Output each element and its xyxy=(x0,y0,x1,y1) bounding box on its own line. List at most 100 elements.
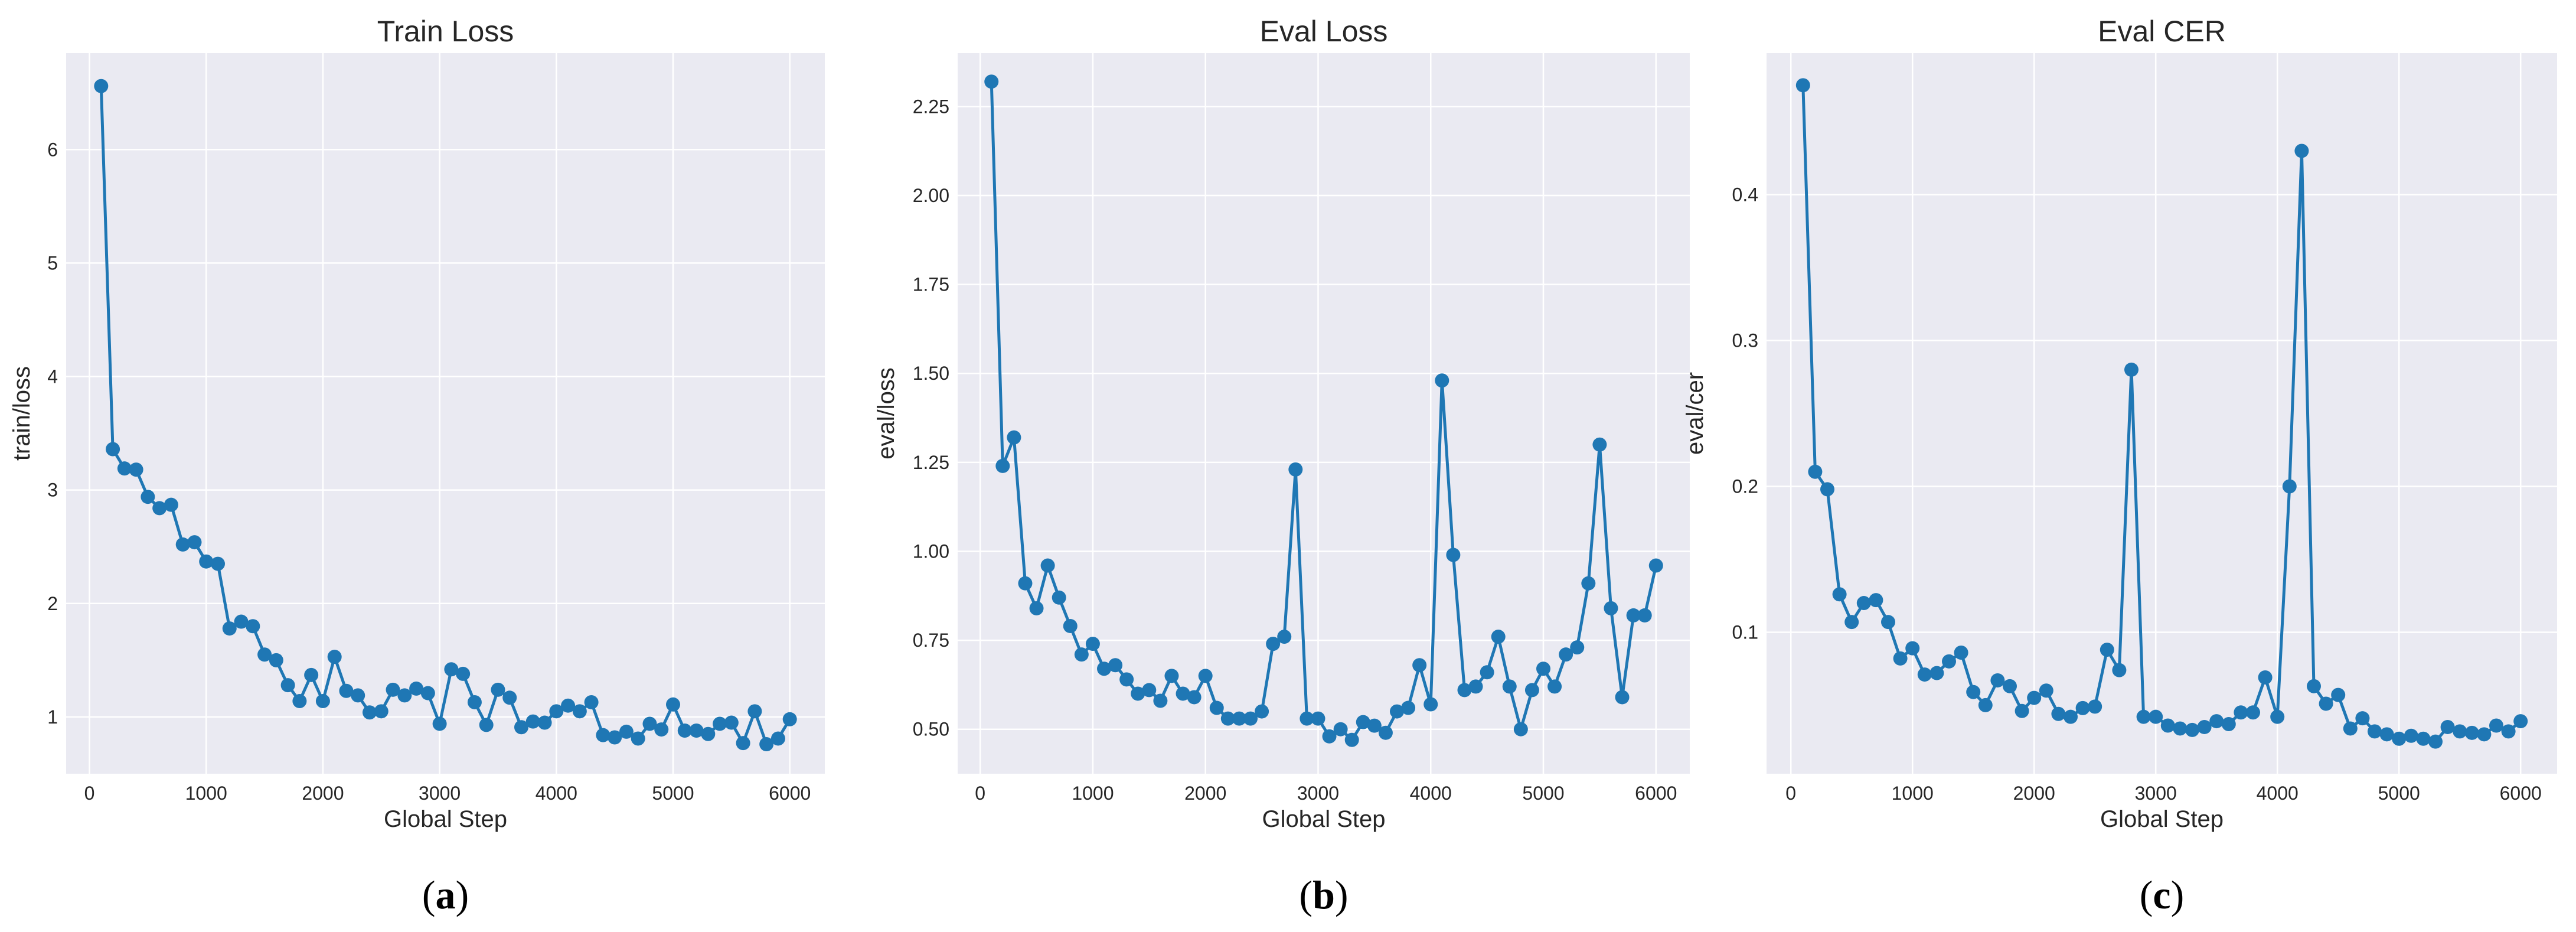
data-point xyxy=(351,688,365,703)
y-tick-label: 6 xyxy=(47,139,58,160)
data-point xyxy=(222,621,237,636)
data-point xyxy=(1446,548,1461,562)
data-point xyxy=(561,698,576,713)
data-point xyxy=(1966,685,1981,699)
data-point xyxy=(2501,724,2516,739)
y-tick-label: 1.25 xyxy=(913,452,949,473)
data-point xyxy=(596,728,610,742)
data-point xyxy=(141,490,155,504)
x-tick-label: 1000 xyxy=(185,783,227,804)
data-point xyxy=(1356,715,1370,729)
data-point xyxy=(2343,721,2358,736)
data-point xyxy=(2489,718,2503,733)
data-point xyxy=(1052,590,1066,605)
data-point xyxy=(211,556,225,571)
data-point xyxy=(2270,709,2285,724)
chart-panel-3: 0 1000 2000 3000 4000 5000 6000 0.1 0.2 0.3 0.4 Eva… xyxy=(1682,15,2557,917)
data-point xyxy=(736,736,750,751)
data-point xyxy=(467,695,482,709)
data-point xyxy=(1844,615,1859,630)
data-point xyxy=(117,461,132,476)
y-axis-label: eval/loss xyxy=(873,367,899,460)
x-tick-label: 6000 xyxy=(2500,783,2542,804)
y-tick-label: 1.75 xyxy=(913,274,949,295)
data-point xyxy=(701,726,716,741)
data-point xyxy=(1119,672,1134,687)
caption-close-paren: ) xyxy=(456,872,469,917)
data-point xyxy=(1164,669,1179,683)
data-point xyxy=(2185,722,2199,737)
data-point xyxy=(514,720,528,735)
data-point xyxy=(2064,709,2078,724)
data-point xyxy=(1390,704,1404,719)
data-point xyxy=(549,704,564,719)
data-point xyxy=(1893,651,1908,666)
data-point xyxy=(1905,641,1920,656)
data-point xyxy=(491,682,505,697)
chart-title: Eval CER xyxy=(2098,15,2226,48)
data-point xyxy=(1255,704,1269,719)
data-point xyxy=(2392,731,2407,746)
data-point xyxy=(1990,673,2005,687)
y-tick-label: 0.4 xyxy=(1732,184,1758,206)
caption-letter: b xyxy=(1313,872,1335,917)
data-point xyxy=(1322,729,1337,744)
data-point xyxy=(666,697,680,712)
data-point xyxy=(164,497,178,512)
data-point xyxy=(502,690,517,705)
data-point xyxy=(187,535,202,550)
data-point xyxy=(1942,654,1956,669)
data-point xyxy=(1917,667,1932,682)
data-point xyxy=(374,704,388,719)
data-point xyxy=(677,723,692,738)
data-point xyxy=(1029,601,1044,615)
data-point xyxy=(2379,727,2394,742)
data-point xyxy=(94,79,109,93)
x-tick-label: 5000 xyxy=(652,783,694,804)
data-point xyxy=(1954,646,1968,660)
plot-area xyxy=(1767,53,2557,774)
x-axis-label: Global Step xyxy=(2100,806,2224,832)
data-point xyxy=(1502,679,1517,694)
data-point xyxy=(1142,683,1157,698)
data-point xyxy=(1881,615,1895,630)
y-tick-label: 3 xyxy=(47,480,58,501)
data-point xyxy=(479,718,494,732)
caption-open-paren: ( xyxy=(422,872,436,917)
x-tick-label: 1000 xyxy=(1892,783,1934,804)
data-point xyxy=(759,737,774,752)
data-point xyxy=(1435,373,1449,388)
y-tick-label: 2.25 xyxy=(913,96,949,117)
data-point xyxy=(1637,608,1652,623)
data-point xyxy=(1209,700,1224,715)
data-point xyxy=(2234,705,2248,720)
y-tick-label: 1.00 xyxy=(913,540,949,562)
y-tick-label: 2 xyxy=(47,593,58,614)
y-tick-label: 1 xyxy=(47,706,58,728)
data-point xyxy=(1277,630,1292,644)
data-point xyxy=(1018,576,1033,591)
data-point xyxy=(257,647,272,662)
data-point xyxy=(292,694,307,709)
data-point xyxy=(2149,709,2163,724)
data-point xyxy=(584,695,599,709)
chart-panel-2: 0 1000 2000 3000 4000 5000 6000 0.50 0.75 1.00 1.2… xyxy=(873,15,1690,917)
data-point xyxy=(608,730,622,745)
data-point xyxy=(2513,714,2528,729)
x-tick-label: 6000 xyxy=(1635,783,1677,804)
x-axis-label: Global Step xyxy=(1262,806,1385,832)
data-point xyxy=(1288,462,1303,477)
data-point xyxy=(2197,719,2212,734)
data-point xyxy=(2404,728,2418,743)
x-tick-label: 4000 xyxy=(2257,783,2299,804)
panel-caption: (a) xyxy=(422,872,469,917)
data-point xyxy=(1424,697,1438,712)
data-point xyxy=(2368,724,2382,739)
data-point xyxy=(152,501,167,516)
data-point xyxy=(1040,558,1055,573)
data-point xyxy=(444,662,459,677)
data-point xyxy=(1131,686,1145,701)
x-tick-label: 3000 xyxy=(1297,783,1339,804)
y-tick-label: 0.50 xyxy=(913,719,949,740)
data-point xyxy=(2331,687,2346,702)
